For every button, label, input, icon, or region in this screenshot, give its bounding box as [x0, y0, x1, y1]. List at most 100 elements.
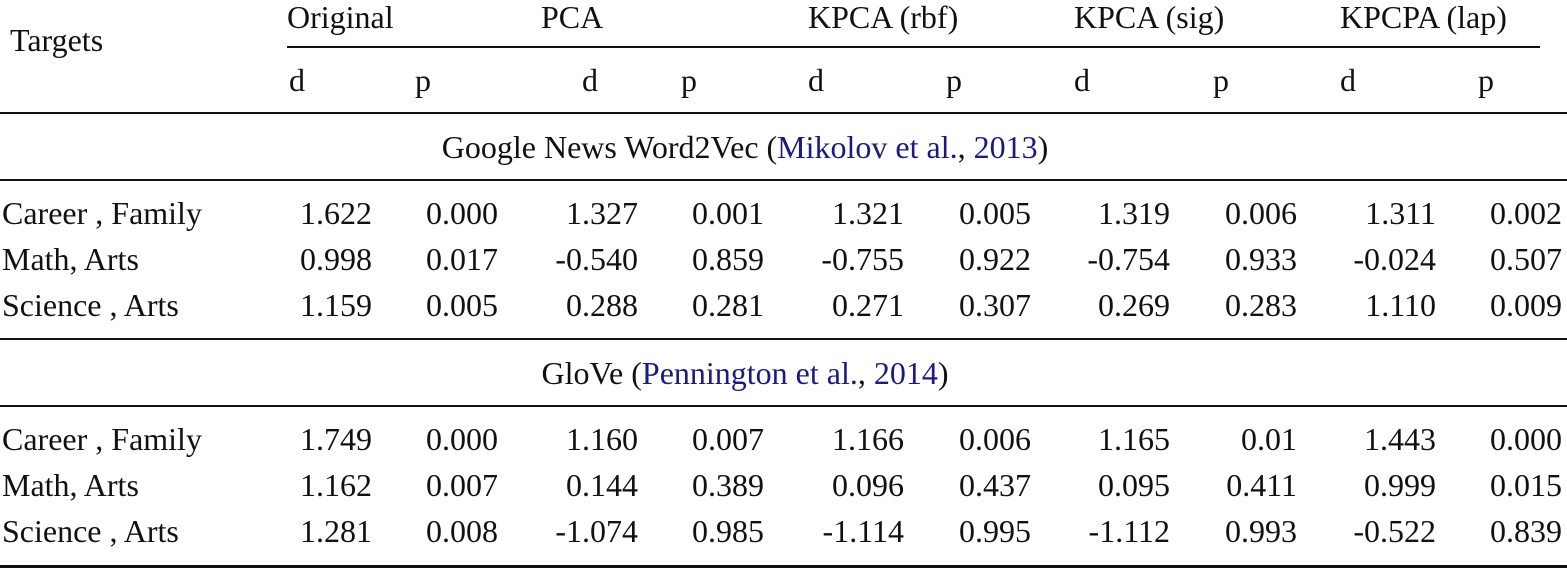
cell: 0.985 — [692, 513, 764, 549]
cell: 1.311 — [1365, 195, 1436, 231]
cell: 1.162 — [300, 467, 372, 503]
column-header: KPCPA (lap) — [1340, 0, 1507, 35]
cell: 0.389 — [692, 467, 764, 503]
cell: 1.443 — [1364, 421, 1436, 457]
cell: 1.327 — [566, 195, 638, 231]
cell: 0.281 — [692, 287, 764, 323]
cell: 0.933 — [1225, 241, 1297, 277]
cell: 1.160 — [566, 421, 638, 457]
cell: -0.754 — [1087, 241, 1170, 277]
row-label: Math, Arts — [2, 467, 139, 503]
cell: 0.017 — [426, 241, 498, 277]
cell: 0.005 — [426, 287, 498, 323]
cell: 1.281 — [300, 513, 372, 549]
cell: -1.114 — [822, 513, 904, 549]
bottom-rule — [0, 565, 1567, 568]
cell: 0.437 — [959, 467, 1031, 503]
row-label: Science , Arts — [2, 287, 179, 323]
section-rule — [0, 338, 1567, 340]
sub-header: d — [1074, 62, 1090, 98]
cell: 0.995 — [959, 513, 1031, 549]
sub-header: d — [808, 62, 824, 98]
title-text: GloVe ( — [541, 355, 642, 391]
column-header: KPCA (sig) — [1074, 0, 1225, 35]
section-rule — [0, 179, 1567, 181]
cell: 0.007 — [426, 467, 498, 503]
sub-header: d — [582, 62, 598, 98]
row-label: Math, Arts — [2, 241, 139, 277]
cell: 0.000 — [426, 195, 498, 231]
cell: 0.307 — [959, 287, 1031, 323]
cell: 0.269 — [1098, 287, 1170, 323]
cell: 0.998 — [300, 241, 372, 277]
title-text: , — [957, 129, 974, 165]
group-rule — [287, 46, 1540, 48]
cell: -0.540 — [555, 241, 638, 277]
cell: 1.749 — [300, 421, 372, 457]
cell: 0.002 — [1490, 195, 1562, 231]
sub-header: p — [946, 62, 962, 98]
cell: 0.008 — [426, 513, 498, 549]
cell: 1.321 — [832, 195, 904, 231]
row-label: Career , Family — [2, 421, 202, 457]
sub-header: p — [1478, 62, 1494, 98]
title-text: Google News Word2Vec ( — [441, 129, 778, 165]
sub-header: p — [1213, 62, 1229, 98]
cell: 0.009 — [1490, 287, 1562, 323]
section-title: GloVe (Pennington et al., 2014) — [541, 353, 948, 393]
cell: -0.755 — [821, 241, 904, 277]
cell: 0.144 — [566, 467, 638, 503]
column-header: KPCA (rbf) — [808, 0, 959, 35]
row-label: Career , Family — [2, 195, 202, 231]
column-header: PCA — [541, 0, 604, 35]
cell: 0.006 — [959, 421, 1031, 457]
header-rule — [0, 112, 1567, 114]
title-text: ) — [937, 355, 949, 391]
cell: 1.319 — [1098, 195, 1170, 231]
cell: 0.096 — [832, 467, 904, 503]
sub-header: d — [1340, 62, 1356, 98]
title-text: ) — [1037, 129, 1049, 165]
cell: 0.271 — [832, 287, 904, 323]
cell: 1.159 — [300, 287, 372, 323]
sub-header: p — [415, 62, 431, 98]
section-title: Google News Word2Vec (Mikolov et al., 20… — [442, 127, 1049, 167]
cell: 0.005 — [959, 195, 1031, 231]
cell: 0.001 — [692, 195, 764, 231]
sub-header: d — [289, 62, 305, 98]
sub-header: p — [681, 62, 697, 98]
cell: -0.024 — [1353, 241, 1436, 277]
section-rule — [0, 405, 1567, 407]
citation-link[interactable]: 2013 — [973, 129, 1038, 165]
cell: 0.000 — [1490, 421, 1562, 457]
cell: 0.999 — [1364, 467, 1436, 503]
cell: 1.166 — [832, 421, 904, 457]
cell: 0.01 — [1241, 421, 1297, 457]
cell: 1.165 — [1098, 421, 1170, 457]
title-text: , — [857, 355, 874, 391]
cell: 0.507 — [1490, 241, 1562, 277]
column-header: Original — [287, 0, 394, 35]
cell: 1.110 — [1365, 287, 1436, 323]
cell: 0.095 — [1098, 467, 1170, 503]
cell: 0.288 — [566, 287, 638, 323]
row-label: Science , Arts — [2, 513, 179, 549]
citation-link[interactable]: Pennington et al. — [641, 355, 858, 391]
citation-link[interactable]: Mikolov et al. — [777, 129, 958, 165]
cell: -1.074 — [555, 513, 638, 549]
cell: 0.015 — [1490, 467, 1562, 503]
cell: 0.993 — [1225, 513, 1297, 549]
cell: 0.922 — [959, 241, 1031, 277]
cell: 0.283 — [1225, 287, 1297, 323]
cell: 0.006 — [1225, 195, 1297, 231]
cell: 0.007 — [692, 421, 764, 457]
cell: 0.839 — [1490, 513, 1562, 549]
cell: -0.522 — [1353, 513, 1436, 549]
cell: 0.000 — [426, 421, 498, 457]
cell: 0.411 — [1226, 467, 1297, 503]
cell: 0.859 — [692, 241, 764, 277]
cell: -1.112 — [1088, 513, 1170, 549]
header-cell: Targets — [10, 22, 104, 58]
citation-link[interactable]: 2014 — [873, 355, 938, 391]
